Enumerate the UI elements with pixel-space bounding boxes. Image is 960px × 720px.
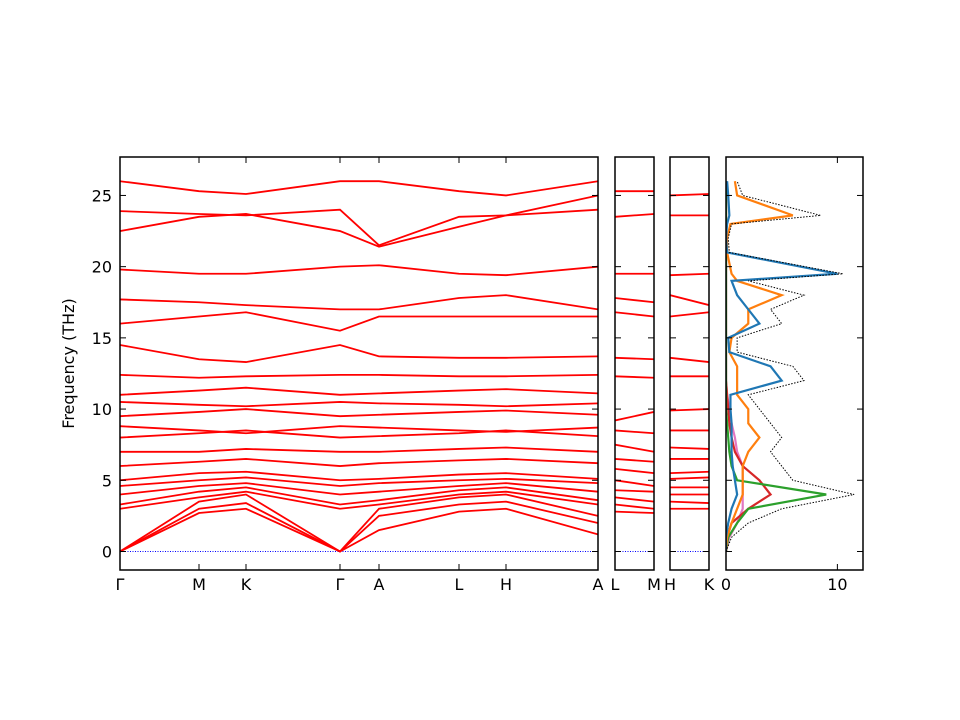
band — [615, 375, 654, 379]
band — [615, 443, 654, 453]
band — [615, 489, 654, 493]
band — [120, 180, 598, 197]
band — [120, 493, 598, 553]
band — [120, 458, 598, 467]
x-tick-label: K — [704, 575, 715, 594]
band — [120, 482, 598, 496]
x-tick-label: A — [374, 575, 385, 594]
band — [615, 213, 654, 218]
frame — [669, 156, 710, 571]
y-tick-label: 15 — [92, 329, 112, 348]
band — [120, 344, 598, 363]
band — [670, 408, 709, 412]
x-tick-label: M — [647, 575, 661, 594]
band — [120, 194, 598, 247]
band — [615, 510, 654, 514]
band — [120, 208, 598, 248]
x-tick-label: H — [500, 575, 512, 594]
plot-area — [726, 181, 855, 552]
frame — [119, 156, 599, 571]
plot-area — [670, 193, 709, 552]
plot-area — [615, 190, 654, 552]
x-tick-label: L — [455, 575, 464, 594]
band — [120, 264, 598, 277]
plot-area — [120, 180, 598, 553]
band — [615, 496, 654, 503]
band — [670, 272, 709, 277]
band — [120, 500, 598, 553]
band — [615, 311, 654, 318]
band — [120, 425, 598, 435]
x-tick-label: L — [611, 575, 620, 594]
frame — [725, 156, 864, 571]
x-tick-label: 0 — [721, 575, 731, 594]
band — [615, 467, 654, 475]
partial-dos — [726, 181, 827, 552]
band — [670, 294, 709, 306]
x-tick-label: A — [593, 575, 604, 594]
x-tick-label: K — [241, 575, 252, 594]
band — [615, 356, 654, 361]
frame — [614, 156, 655, 571]
x-tick-label: 10 — [827, 575, 847, 594]
total-dos — [726, 181, 855, 552]
band — [670, 470, 709, 475]
x-tick-label: M — [192, 575, 206, 594]
band — [670, 193, 709, 197]
band — [615, 458, 654, 463]
band — [120, 401, 598, 408]
band — [120, 294, 598, 311]
band — [120, 507, 598, 553]
y-tick-label: 25 — [92, 186, 112, 205]
y-tick-label: 20 — [92, 258, 112, 277]
x-tick-label: Γ — [336, 575, 345, 594]
y-axis-label: Frequency (THz) — [59, 298, 78, 428]
partial-dos — [726, 181, 773, 552]
band — [120, 476, 598, 487]
band — [120, 373, 598, 379]
band — [120, 446, 598, 453]
band — [670, 311, 709, 318]
band — [670, 446, 709, 450]
band — [615, 411, 654, 422]
y-tick-label: 5 — [102, 471, 112, 490]
y-tick-label: 10 — [92, 400, 112, 419]
band — [120, 408, 598, 418]
band — [120, 490, 598, 510]
band — [670, 476, 709, 480]
band — [120, 386, 598, 396]
band — [120, 470, 598, 482]
band — [615, 429, 654, 435]
y-tick-label: 0 — [102, 542, 112, 561]
band — [615, 503, 654, 510]
band — [670, 356, 709, 363]
band — [670, 500, 709, 504]
band — [120, 486, 598, 506]
band — [615, 297, 654, 304]
band — [120, 311, 598, 332]
band — [615, 479, 654, 487]
x-tick-label: H — [664, 575, 676, 594]
x-tick-label: Γ — [116, 575, 125, 594]
